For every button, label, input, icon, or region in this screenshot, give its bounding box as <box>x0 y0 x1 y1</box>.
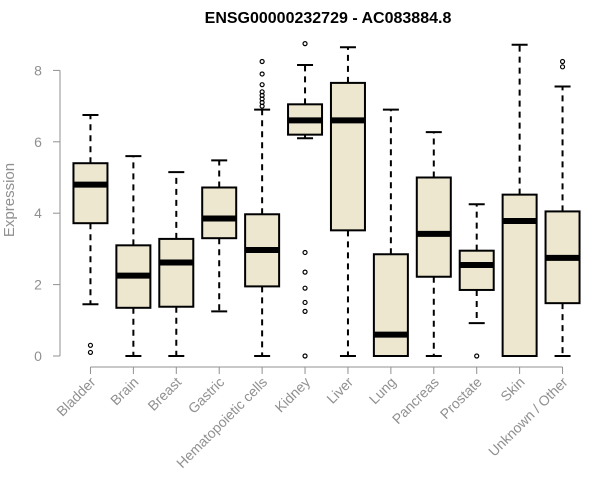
y-axis-label: Expression <box>1 163 18 237</box>
box-group <box>115 155 152 357</box>
outlier-point <box>474 353 480 359</box>
y-tick-label: 8 <box>34 62 42 78</box>
box-group <box>415 131 452 357</box>
outlier-point <box>259 82 265 88</box>
x-tick-label: Prostate <box>437 374 485 422</box>
iqr-box <box>201 186 238 240</box>
iqr-box <box>329 81 366 232</box>
box-group <box>244 58 281 357</box>
outlier-point <box>302 353 308 359</box>
box-group <box>372 108 409 358</box>
x-tick-label: Bladder <box>53 374 99 420</box>
x-tick-label: Kidney <box>272 374 314 416</box>
box-group <box>501 43 538 357</box>
box-group <box>458 203 495 359</box>
iqr-box <box>158 237 195 308</box>
box-group <box>544 58 581 357</box>
x-tick-label: Brain <box>107 374 141 408</box>
x-tick-label: Skin <box>497 374 528 405</box>
box-group <box>329 46 366 357</box>
x-tick-label: Lung <box>366 374 399 407</box>
x-tick-label: Gastric <box>185 374 228 417</box>
iqr-box <box>458 249 495 291</box>
outlier-point <box>302 285 308 291</box>
outlier-point <box>302 308 308 314</box>
outlier-point <box>559 64 566 70</box>
y-tick-label: 6 <box>34 134 42 150</box>
outlier-point <box>259 58 265 65</box>
outlier-point <box>259 89 265 95</box>
y-tick-label: 2 <box>34 277 42 293</box>
box-group <box>287 41 324 359</box>
outlier-point <box>302 41 308 47</box>
x-tick-label: Breast <box>144 374 184 414</box>
iqr-box <box>72 162 109 225</box>
boxes <box>72 41 581 359</box>
outlier-point <box>87 342 94 348</box>
outlier-point <box>302 299 308 306</box>
outlier-point <box>302 249 308 256</box>
y-tick-label: 0 <box>34 348 42 364</box>
box-group <box>72 114 109 356</box>
iqr-box <box>415 176 452 278</box>
chart-title: ENSG00000232729 - AC083884.8 <box>205 10 452 27</box>
outlier-point <box>259 71 265 77</box>
y-axis: 0 2 4 6 8 <box>34 62 61 364</box>
box-group <box>201 159 238 313</box>
iqr-box <box>372 253 409 358</box>
x-tick-label: Liver <box>323 374 356 407</box>
x-tick-label: Pancreas <box>389 374 442 427</box>
x-tick-label: Unknown / Other <box>485 374 571 460</box>
y-tick-label: 4 <box>34 205 42 221</box>
outlier-point <box>302 269 308 275</box>
outlier-point <box>87 349 94 356</box>
outlier-point <box>559 58 566 65</box>
box-group <box>158 171 195 357</box>
